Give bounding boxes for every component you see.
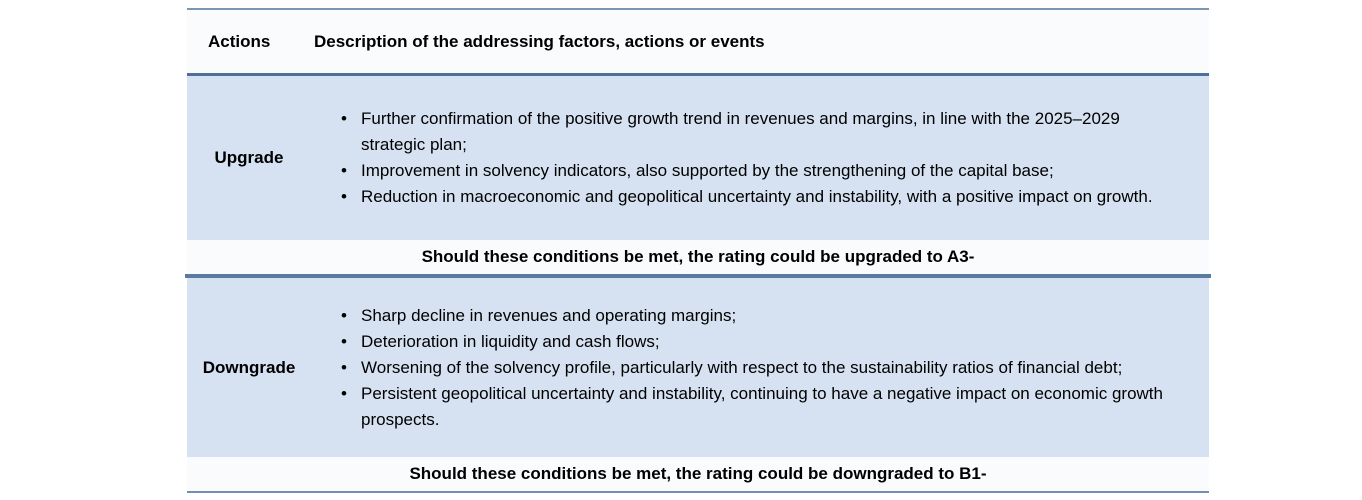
upgrade-bullet-3: Reduction in macroeconomic and geopoliti… xyxy=(341,184,1173,210)
downgrade-bullet-2: Deterioration in liquidity and cash flow… xyxy=(341,329,1173,355)
downgrade-label: Downgrade xyxy=(202,357,296,377)
mid-rule xyxy=(185,274,1211,278)
upgrade-condition: Should these conditions be met, the rati… xyxy=(187,240,1209,274)
downgrade-bullets: Sharp decline in revenues and operating … xyxy=(311,303,1209,433)
downgrade-condition: Should these conditions be met, the rati… xyxy=(187,457,1209,491)
downgrade-bullet-1: Sharp decline in revenues and operating … xyxy=(341,303,1173,329)
top-rule xyxy=(187,8,1209,10)
upgrade-bullet-1: Further confirmation of the positive gro… xyxy=(341,106,1173,158)
upgrade-bullet-2: Improvement in solvency indicators, also… xyxy=(341,158,1173,184)
upgrade-label: Upgrade xyxy=(214,148,284,167)
upgrade-section: Upgrade Further confirmation of the posi… xyxy=(187,76,1209,240)
upgrade-bullets: Further confirmation of the positive gro… xyxy=(311,106,1209,210)
downgrade-section: Downgrade Sharp decline in revenues and … xyxy=(187,278,1209,457)
header-description: Description of the addressing factors, a… xyxy=(314,31,765,51)
rating-actions-table: Actions Description of the addressing fa… xyxy=(185,8,1211,493)
downgrade-bullet-4: Persistent geopolitical uncertainty and … xyxy=(341,381,1173,433)
header-rule xyxy=(187,73,1209,76)
bottom-rule xyxy=(187,491,1209,493)
header-actions: Actions xyxy=(208,31,271,51)
header-row: Actions Description of the addressing fa… xyxy=(187,10,1209,73)
downgrade-bullet-3: Worsening of the solvency profile, parti… xyxy=(341,355,1173,381)
